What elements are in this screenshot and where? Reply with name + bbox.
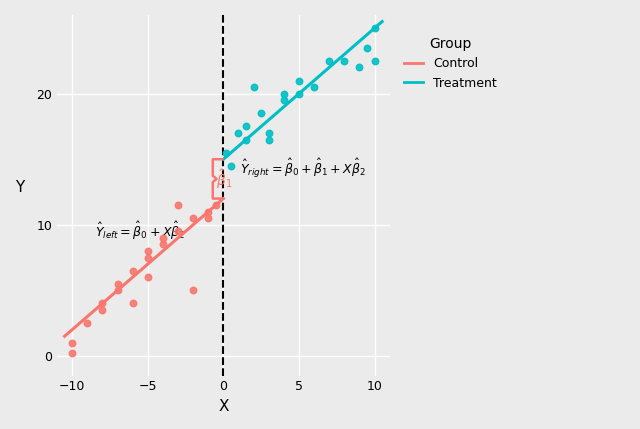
Text: $\hat{Y}_{left}=\hat{\beta}_0+X\hat{\beta}_2$: $\hat{Y}_{left}=\hat{\beta}_0+X\hat{\bet… bbox=[95, 221, 185, 242]
Point bbox=[127, 267, 138, 274]
Point bbox=[203, 208, 213, 215]
Point bbox=[369, 25, 380, 32]
Point bbox=[234, 130, 244, 136]
Y-axis label: Y: Y bbox=[15, 180, 24, 195]
X-axis label: X: X bbox=[218, 399, 228, 414]
Point bbox=[143, 274, 153, 281]
Point bbox=[264, 130, 274, 136]
Point bbox=[294, 90, 304, 97]
Point bbox=[188, 215, 198, 222]
Point bbox=[226, 162, 236, 169]
Point bbox=[294, 77, 304, 84]
Text: $\hat{Y}_{right}=\hat{\beta}_0+\hat{\beta}_1+X\hat{\beta}_2$: $\hat{Y}_{right}=\hat{\beta}_0+\hat{\bet… bbox=[240, 157, 366, 180]
Point bbox=[143, 254, 153, 261]
Point bbox=[256, 110, 266, 117]
Point bbox=[203, 215, 213, 222]
Point bbox=[143, 248, 153, 254]
Point bbox=[113, 287, 123, 294]
Point bbox=[188, 287, 198, 294]
Point bbox=[279, 90, 289, 97]
Point bbox=[339, 57, 349, 64]
Point bbox=[82, 320, 92, 326]
Point bbox=[369, 57, 380, 64]
Point bbox=[173, 228, 183, 235]
Point bbox=[241, 136, 251, 143]
Point bbox=[248, 84, 259, 91]
Point bbox=[324, 57, 334, 64]
Point bbox=[157, 241, 168, 248]
Point bbox=[113, 281, 123, 287]
Point bbox=[355, 64, 365, 71]
Point bbox=[97, 300, 108, 307]
Point bbox=[173, 202, 183, 208]
Point bbox=[362, 44, 372, 51]
Point bbox=[264, 136, 274, 143]
Point bbox=[67, 350, 77, 357]
Point bbox=[97, 307, 108, 314]
Point bbox=[157, 235, 168, 242]
Point bbox=[279, 97, 289, 104]
Legend: Control, Treatment: Control, Treatment bbox=[399, 32, 502, 94]
Text: $\hat{\beta}_1$: $\hat{\beta}_1$ bbox=[216, 167, 232, 190]
Point bbox=[241, 123, 251, 130]
Point bbox=[221, 149, 232, 156]
Point bbox=[67, 339, 77, 346]
Point bbox=[211, 202, 221, 208]
Point bbox=[127, 300, 138, 307]
Point bbox=[309, 84, 319, 91]
